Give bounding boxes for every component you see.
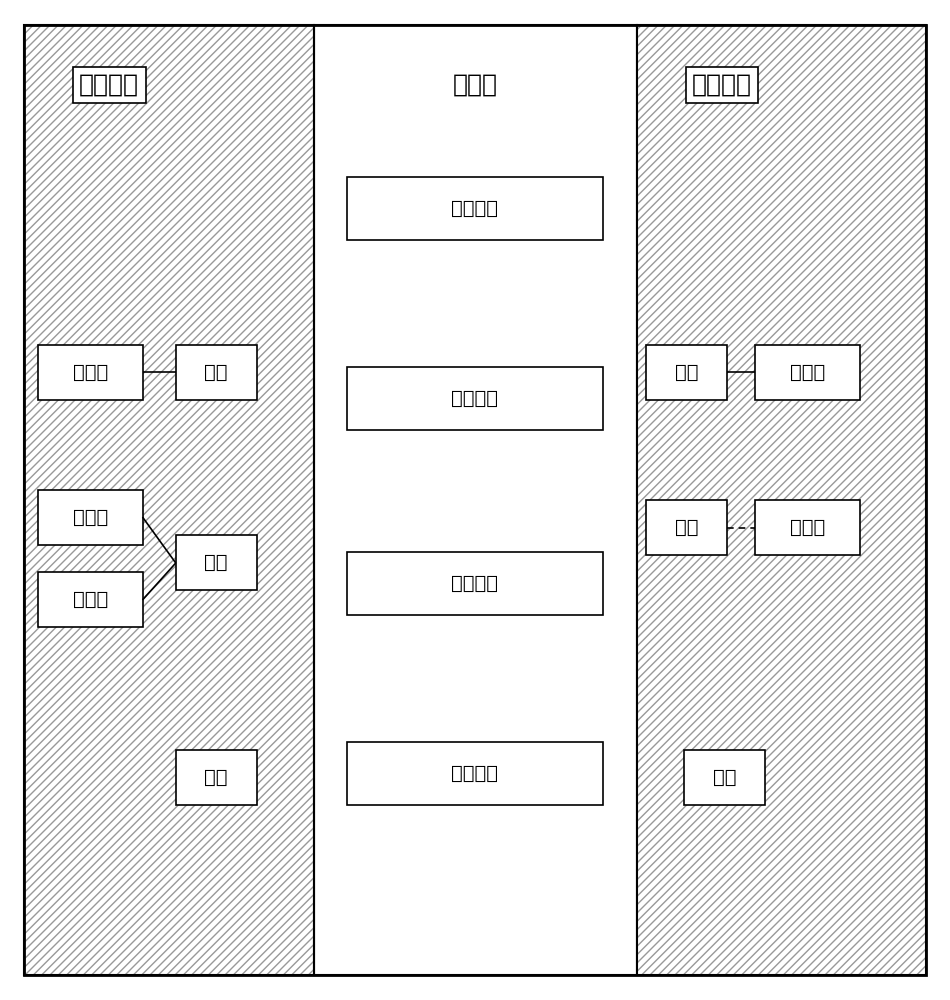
Bar xyxy=(38,490,142,545)
Bar xyxy=(176,345,256,400)
Text: 时钟器件: 时钟器件 xyxy=(451,574,499,593)
Text: 负载: 负载 xyxy=(204,553,228,572)
Text: 负载: 负载 xyxy=(674,363,698,382)
Text: 隔离区: 隔离区 xyxy=(452,73,498,97)
Text: 非隔离区: 非隔离区 xyxy=(79,73,140,97)
Text: 触发器: 触发器 xyxy=(72,363,108,382)
Bar xyxy=(646,500,727,555)
Bar xyxy=(176,750,256,805)
Text: 负载: 负载 xyxy=(204,768,228,787)
Bar xyxy=(38,572,142,627)
Bar xyxy=(24,25,314,975)
Text: 触发器: 触发器 xyxy=(72,508,108,527)
Text: 负载: 负载 xyxy=(674,518,698,537)
Bar xyxy=(24,25,314,975)
Bar xyxy=(176,535,256,590)
Text: 时钟器件: 时钟器件 xyxy=(451,389,499,408)
Bar xyxy=(755,345,860,400)
Bar xyxy=(347,367,603,430)
Bar xyxy=(24,25,314,975)
Bar xyxy=(314,25,636,975)
Text: 负载: 负载 xyxy=(712,768,736,787)
Bar xyxy=(347,552,603,615)
Text: 负载: 负载 xyxy=(204,363,228,382)
Text: 非隔离区: 非隔离区 xyxy=(692,73,752,97)
Bar xyxy=(38,345,142,400)
Text: 时钟器件: 时钟器件 xyxy=(451,764,499,783)
Bar xyxy=(646,345,727,400)
Text: 触发器: 触发器 xyxy=(789,363,826,382)
Bar xyxy=(636,25,926,975)
Bar xyxy=(636,25,926,975)
Bar xyxy=(347,177,603,240)
Bar xyxy=(755,500,860,555)
Bar xyxy=(636,25,926,975)
Text: 触发器: 触发器 xyxy=(789,518,826,537)
Text: 时钟器件: 时钟器件 xyxy=(451,199,499,218)
Bar xyxy=(347,742,603,805)
Text: 触发器: 触发器 xyxy=(72,590,108,609)
Bar xyxy=(684,750,765,805)
